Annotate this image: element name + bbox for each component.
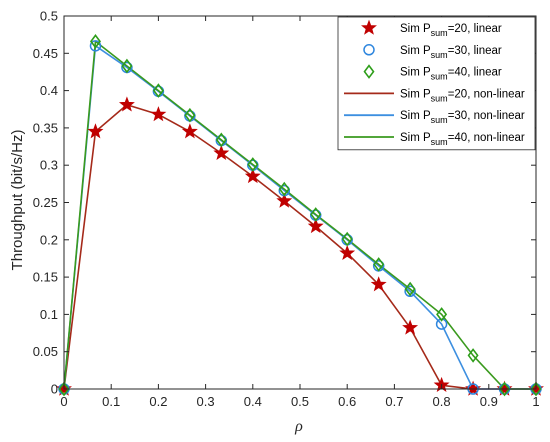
data-point-diamond	[184, 107, 196, 123]
legend-label: Sim Psum=30, non-linear	[400, 110, 525, 125]
legend-label: Sim Psum=20, linear	[400, 23, 502, 38]
data-point-diamond	[310, 207, 322, 222]
data-point-star	[244, 168, 261, 184]
x-axis-label: ρ	[294, 418, 303, 435]
y-tick-labels: 0 0.05 0.1 0.15 0.2 0.25 0.3 0.35 0.4 0.45 0.5	[33, 9, 58, 397]
x-tick-label: 0.1	[102, 394, 120, 409]
x-tick-label: 0	[60, 394, 67, 409]
x-tick-label: 0.4	[244, 394, 262, 409]
series-lines	[63, 40, 536, 390]
series-line-5	[63, 45, 536, 390]
data-point-circle	[89, 40, 102, 52]
data-point-diamond	[278, 181, 290, 197]
x-tick-labels: 0 0.1 0.2 0.3 0.4 0.5 0.6 0.7 0.8 0.9 1	[60, 394, 539, 409]
series-line-4	[63, 103, 536, 390]
x-tick-label: 0.6	[338, 394, 356, 409]
y-tick-label: 0.35	[33, 120, 58, 135]
data-point-diamond	[121, 58, 133, 74]
data-point-diamond	[499, 381, 511, 397]
legend-entry: Sim Psum=20, non-linear	[344, 88, 525, 103]
x-tick-label: 0.3	[197, 394, 215, 409]
data-point-diamond	[373, 257, 385, 272]
legend: Sim Psum=20, linear Sim Psum=30, linear Si…	[337, 16, 536, 151]
data-point-diamond	[467, 348, 479, 363]
data-point-star	[87, 123, 104, 139]
y-tick-label: 0.5	[40, 9, 58, 24]
x-tick-label: 0.2	[149, 394, 167, 409]
x-tick-label: 1	[532, 394, 539, 409]
data-point-diamond	[152, 83, 164, 98]
legend-entry: Sim Psum=30, non-linear	[344, 110, 525, 125]
y-tick-label: 0.05	[33, 344, 58, 359]
y-tick-label: 0	[51, 382, 58, 397]
x-tick-label: 0.8	[433, 394, 451, 409]
y-tick-label: 0.2	[40, 232, 58, 247]
x-tick-label: 0.7	[385, 394, 403, 409]
legend-entry: Sim Psum=30, linear	[363, 44, 502, 60]
legend-label: Sim Psum=40, linear	[400, 67, 502, 82]
legend-entry: Sim Psum=20, linear	[361, 19, 502, 38]
y-tick-label: 0.1	[40, 307, 58, 322]
legend-box	[337, 16, 536, 151]
data-point-star	[213, 144, 230, 161]
y-axis-label: Throughput (bit/s/Hz)	[9, 130, 26, 271]
data-point-diamond	[404, 281, 416, 297]
x-tick-label: 0.5	[291, 394, 309, 409]
data-point-star	[118, 96, 135, 112]
data-point-star	[370, 276, 387, 292]
data-point-star	[276, 192, 293, 208]
data-point-diamond	[436, 307, 448, 322]
x-tick-label: 0.9	[480, 394, 498, 409]
data-point-diamond	[58, 381, 70, 397]
data-point-diamond	[89, 34, 101, 49]
legend-entry: Sim Psum=40, non-linear	[344, 132, 525, 147]
legend-label: Sim Psum=40, non-linear	[400, 132, 525, 147]
series-line-6	[63, 40, 536, 390]
legend-label: Sim Psum=30, linear	[400, 45, 502, 60]
data-point-star	[307, 218, 324, 234]
y-tick-label: 0.25	[33, 195, 58, 210]
y-tick-label: 0.4	[40, 83, 58, 98]
y-tick-label: 0.45	[33, 46, 58, 61]
data-point-diamond	[215, 132, 227, 148]
legend-label: Sim Psum=20, non-linear	[400, 88, 525, 103]
legend-marker-swatch	[363, 44, 375, 56]
data-point-star	[339, 244, 356, 260]
data-point-diamond	[341, 231, 353, 247]
data-point-star	[181, 123, 198, 139]
data-point-diamond	[530, 381, 542, 397]
data-point-star	[150, 106, 167, 122]
y-tick-label: 0.3	[40, 158, 58, 173]
data-point-diamond	[247, 157, 259, 172]
data-point-star	[465, 380, 482, 396]
legend-marker-swatch	[361, 19, 377, 35]
data-point-star	[402, 319, 419, 335]
legend-marker-swatch	[363, 64, 375, 79]
y-tick-label: 0.15	[33, 270, 58, 285]
legend-entry: Sim Psum=40, linear	[363, 64, 502, 82]
data-point-star	[496, 380, 513, 396]
